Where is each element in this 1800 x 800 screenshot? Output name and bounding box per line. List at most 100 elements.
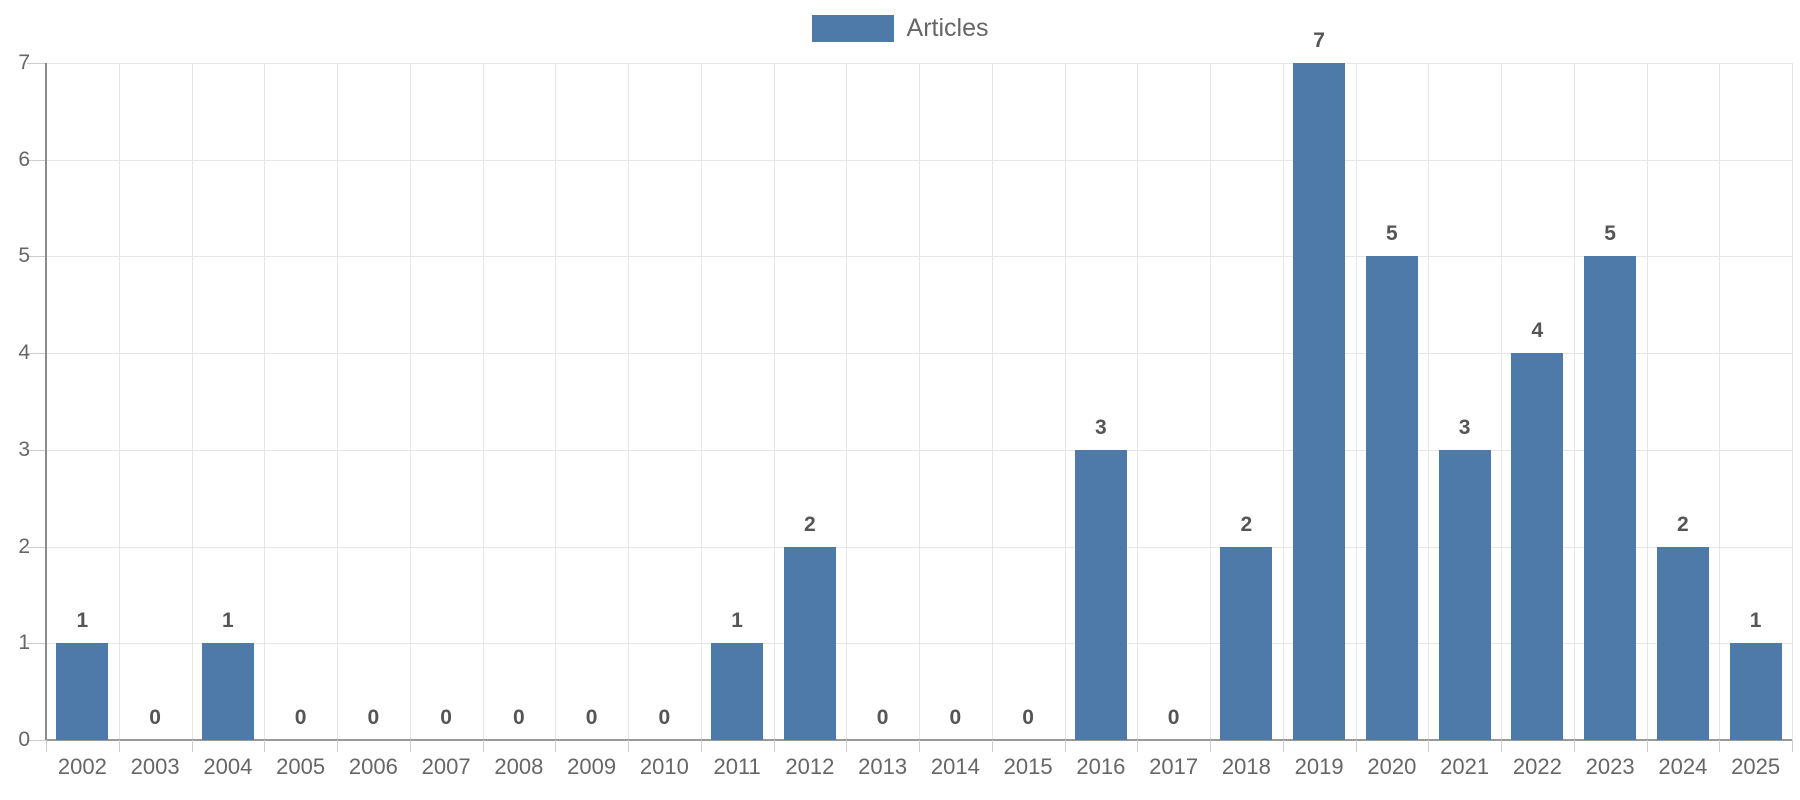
x-axis-tick [1719, 740, 1721, 752]
x-axis-tick [1355, 740, 1357, 752]
bar-2019[interactable] [1293, 63, 1346, 740]
x-gridline [991, 63, 993, 740]
x-axis-tick [700, 740, 702, 752]
y-axis-tick [27, 643, 46, 645]
bar-2020[interactable] [1365, 256, 1418, 740]
x-gridline [1282, 63, 1284, 740]
bar-2004[interactable] [201, 643, 254, 740]
y-axis-tick [27, 256, 46, 258]
x-axis-label: 2014 [930, 754, 980, 779]
x-gridline [1355, 63, 1357, 740]
x-gridline [700, 63, 702, 740]
y-axis-line [45, 63, 47, 740]
bar-value-label: 2 [804, 512, 816, 536]
y-axis-label: 3 [18, 437, 30, 461]
x-gridline [1064, 63, 1066, 740]
x-axis-label: 2003 [130, 754, 180, 779]
x-axis-label: 2012 [785, 754, 835, 779]
x-axis-tick [919, 740, 920, 752]
bar-value-label: 7 [1313, 29, 1325, 52]
bar-value-label: 5 [1604, 222, 1616, 246]
x-gridline [409, 63, 411, 740]
x-axis-label: 2021 [1440, 754, 1490, 779]
bar-value-label: 0 [1022, 706, 1034, 729]
x-gridline [1792, 63, 1793, 740]
x-gridline [191, 63, 193, 740]
bar-2016[interactable] [1074, 449, 1127, 740]
bar-value-label: 0 [513, 706, 525, 729]
x-axis-label: 2004 [203, 754, 253, 779]
x-gridline [919, 63, 920, 740]
legend-label: Articles [906, 14, 989, 42]
bar-value-label: 3 [1095, 415, 1107, 439]
legend-swatch-articles [811, 15, 894, 42]
x-axis-tick [1064, 740, 1066, 752]
bar-2002[interactable] [56, 643, 109, 740]
bar-value-label: 4 [1531, 319, 1544, 343]
bar-value-label: 3 [1458, 415, 1471, 439]
y-axis-label: 7 [18, 51, 30, 74]
y-axis-label: 6 [18, 147, 30, 171]
x-axis-label: 2018 [1221, 754, 1271, 779]
x-axis-label: 2013 [858, 754, 908, 779]
bar-2021[interactable] [1438, 449, 1491, 740]
bar-2024[interactable] [1656, 546, 1709, 740]
x-axis-tick [264, 740, 266, 752]
bar-2011[interactable] [711, 643, 764, 740]
x-axis-label: 2016 [1076, 754, 1126, 779]
x-gridline [628, 63, 629, 740]
x-axis-label: 2019 [1294, 754, 1344, 779]
x-axis-label: 2009 [567, 754, 617, 779]
x-gridline [555, 63, 557, 740]
bar-value-label: 0 [658, 706, 671, 729]
x-gridline [1137, 63, 1139, 740]
y-axis-tick [27, 740, 46, 741]
x-axis-tick [46, 740, 47, 752]
x-axis-tick [1573, 740, 1575, 752]
x-axis-tick [628, 740, 629, 752]
x-axis-label: 2005 [276, 754, 326, 779]
y-axis-label: 1 [18, 631, 30, 655]
x-axis-label: 2023 [1585, 754, 1635, 779]
legend[interactable]: Articles [0, 14, 1800, 43]
x-gridline [1719, 63, 1721, 740]
bar-2023[interactable] [1584, 256, 1637, 740]
x-axis-tick [555, 740, 557, 752]
bar-value-label: 0 [367, 706, 380, 729]
x-axis-tick [337, 740, 338, 752]
x-gridline [773, 63, 775, 740]
bar-value-label: 0 [440, 706, 452, 729]
bar-2022[interactable] [1511, 353, 1564, 740]
x-axis-label: 2025 [1731, 754, 1781, 779]
y-axis-label: 2 [18, 534, 30, 558]
x-axis-tick [1501, 740, 1502, 752]
y-axis-tick [27, 449, 46, 451]
x-axis-label: 2017 [1149, 754, 1199, 779]
bar-2025[interactable] [1729, 643, 1782, 740]
bar-2012[interactable] [783, 546, 836, 740]
x-gridline [846, 63, 848, 740]
x-gridline [482, 63, 484, 740]
x-axis-tick [773, 740, 775, 752]
bar-value-label: 0 [294, 706, 307, 729]
y-axis-label: 0 [18, 728, 30, 751]
x-axis-label: 2015 [1003, 754, 1053, 779]
x-gridline [1573, 63, 1575, 740]
x-gridline [1210, 63, 1211, 740]
bar-value-label: 0 [876, 706, 889, 729]
x-axis-tick [1646, 740, 1648, 752]
x-axis-tick [1210, 740, 1211, 752]
x-axis-tick [1137, 740, 1139, 752]
x-gridline [118, 63, 120, 740]
x-axis-label: 2011 [713, 754, 761, 779]
y-axis-tick [27, 546, 46, 548]
x-axis-label: 2002 [57, 754, 107, 779]
x-axis-label: 2024 [1658, 754, 1708, 779]
bar-2018[interactable] [1220, 546, 1273, 740]
x-axis-tick [409, 740, 411, 752]
bar-value-label: 5 [1386, 222, 1398, 246]
x-gridline [1501, 63, 1502, 740]
bar-value-label: 2 [1240, 512, 1253, 536]
x-axis-tick [846, 740, 848, 752]
x-axis-tick [118, 740, 120, 752]
